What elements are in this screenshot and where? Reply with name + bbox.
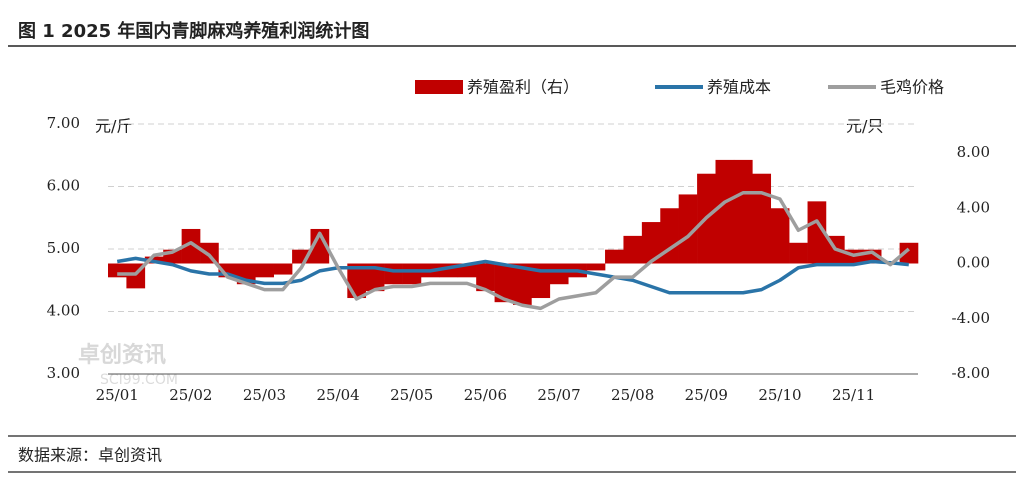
bar	[255, 263, 274, 278]
x-tick-label: 25/02	[169, 386, 212, 404]
x-tick-label: 25/03	[243, 386, 286, 404]
x-tick-label: 25/10	[758, 386, 801, 404]
bar	[678, 194, 698, 264]
y-tick-label: 7.00	[47, 114, 80, 132]
bar	[365, 263, 385, 292]
bar	[549, 263, 569, 285]
bar	[476, 263, 495, 292]
y-tick-label: 5.00	[47, 239, 80, 257]
bar	[586, 263, 606, 271]
y-tick-label: 6.00	[47, 177, 80, 195]
bar	[310, 228, 330, 264]
bar	[715, 159, 735, 264]
line	[116, 256, 909, 295]
y2-tick-label: -4.00	[952, 309, 990, 327]
x-tick-label: 25/09	[685, 386, 728, 404]
y2-tick-label: 8.00	[957, 143, 990, 161]
y2-tick-label: 0.00	[957, 254, 990, 272]
watermark: SCI99.COM	[100, 372, 178, 388]
chart-title: 图 1 2025 年国内青脚麻鸡养殖利润统计图	[18, 20, 369, 42]
bar	[181, 228, 201, 264]
bar	[402, 263, 422, 285]
x-tick-label: 25/07	[537, 386, 580, 404]
source: 数据来源：卓创资讯	[18, 446, 162, 465]
line	[117, 191, 910, 311]
bar	[273, 263, 293, 275]
bar	[641, 222, 661, 264]
legend-swatch	[415, 80, 463, 94]
x-tick-label: 25/01	[96, 386, 139, 404]
watermark: 卓创资讯	[78, 343, 166, 368]
bar	[494, 263, 514, 303]
bar	[200, 242, 219, 264]
bar	[605, 249, 624, 264]
bar	[513, 263, 532, 305]
y-tick-label: 4.00	[47, 302, 80, 320]
legend-label: 毛鸡价格	[880, 78, 944, 97]
bar	[770, 208, 790, 264]
x-tick-label: 25/06	[464, 386, 507, 404]
y2-axis-label: 元/只	[846, 117, 883, 136]
bar	[660, 208, 679, 264]
x-tick-label: 25/08	[611, 386, 654, 404]
y-axis-label: 元/斤	[95, 117, 132, 136]
bar	[733, 159, 753, 264]
legend-label: 养殖盈利（右）	[467, 78, 579, 97]
legend-label: 养殖成本	[707, 78, 771, 97]
y2-tick-label: -8.00	[952, 364, 990, 382]
bar	[752, 173, 772, 264]
bar	[623, 235, 643, 264]
x-tick-label: 25/05	[390, 386, 433, 404]
bar	[384, 263, 403, 285]
x-tick-label: 25/04	[316, 386, 359, 404]
x-tick-label: 25/11	[832, 386, 875, 404]
y2-tick-label: 4.00	[957, 198, 990, 216]
bar	[899, 242, 919, 264]
bar	[789, 242, 808, 264]
bar	[807, 201, 827, 264]
y-tick-label: 3.00	[47, 364, 80, 382]
